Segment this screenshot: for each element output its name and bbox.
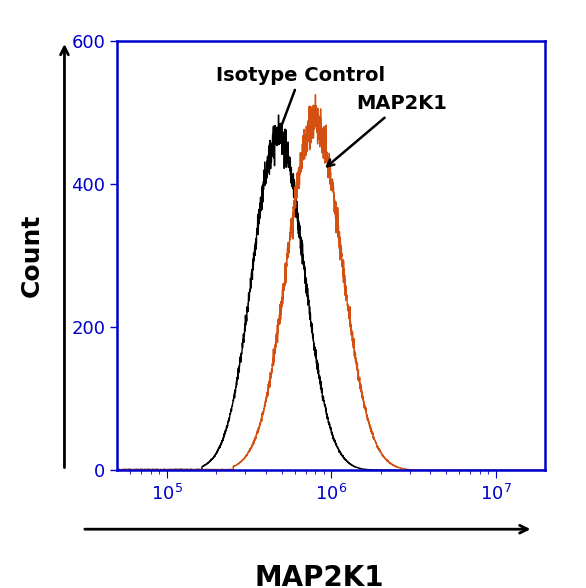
Text: Count: Count <box>21 214 44 298</box>
Text: Isotype Control: Isotype Control <box>216 65 385 140</box>
Text: MAP2K1: MAP2K1 <box>327 94 447 166</box>
Text: MAP2K1: MAP2K1 <box>255 564 384 588</box>
